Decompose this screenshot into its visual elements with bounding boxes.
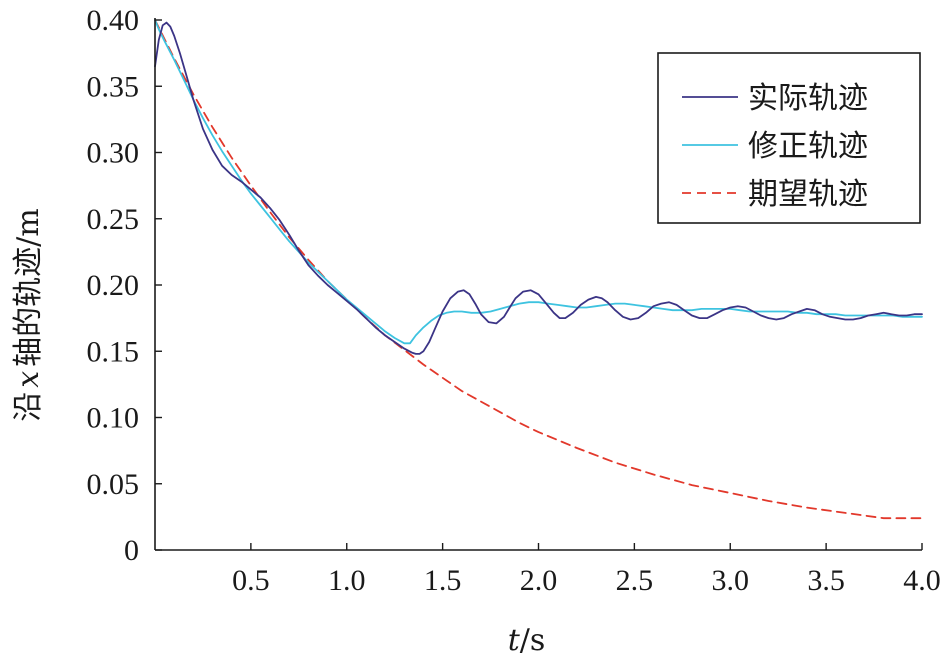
y-axis-label-prefix: 沿 xyxy=(11,392,46,422)
y-axis-label-suffix: 轴的轨迹/m xyxy=(11,208,46,367)
legend-label: 期望轨迹 xyxy=(748,177,868,212)
y-tick-label: 0.10 xyxy=(87,402,140,435)
y-tick-label: 0.05 xyxy=(87,468,140,501)
y-tick-label: 0.30 xyxy=(87,137,140,170)
series-line-2 xyxy=(154,19,923,345)
x-tick-label: 0.5 xyxy=(232,564,270,597)
legend-label: 实际轨迹 xyxy=(748,81,868,116)
x-axis-label: t/s xyxy=(508,623,546,658)
y-axis-label: 沿x 轴的轨迹/m xyxy=(11,208,46,421)
x-axis-ticks: 0.5 1.0 1.5 2.0 2.5 3.0 3.5 4.0 xyxy=(232,543,941,597)
y-tick-label: 0.40 xyxy=(87,4,140,37)
plot-area xyxy=(154,19,923,520)
x-tick-label: 3.0 xyxy=(712,564,750,597)
y-tick-label: 0.25 xyxy=(87,203,140,236)
legend-box xyxy=(657,52,921,224)
series-line-3 xyxy=(154,19,923,520)
y-tick-label: 0.15 xyxy=(87,335,140,368)
y-axis-label-var: x xyxy=(11,371,46,388)
y-tick-label: 0 xyxy=(124,534,139,567)
x-tick-label: 4.0 xyxy=(903,564,941,597)
x-axis-label-unit: /s xyxy=(520,623,546,658)
x-tick-label: 2.0 xyxy=(520,564,558,597)
x-tick-label: 1.0 xyxy=(328,564,366,597)
x-tick-label: 3.5 xyxy=(807,564,845,597)
y-axis-ticks: 0 0.05 0.10 0.15 0.20 0.25 0.30 0.35 0.40 xyxy=(87,4,162,567)
series-line-1 xyxy=(154,21,923,355)
series-layer xyxy=(154,19,923,520)
y-tick-label: 0.20 xyxy=(87,269,140,302)
legend-label: 修正轨迹 xyxy=(748,129,868,164)
x-tick-label: 1.5 xyxy=(424,564,462,597)
x-axis-label-var: t xyxy=(508,623,521,658)
x-tick-label: 2.5 xyxy=(616,564,654,597)
y-tick-label: 0.35 xyxy=(87,70,140,103)
